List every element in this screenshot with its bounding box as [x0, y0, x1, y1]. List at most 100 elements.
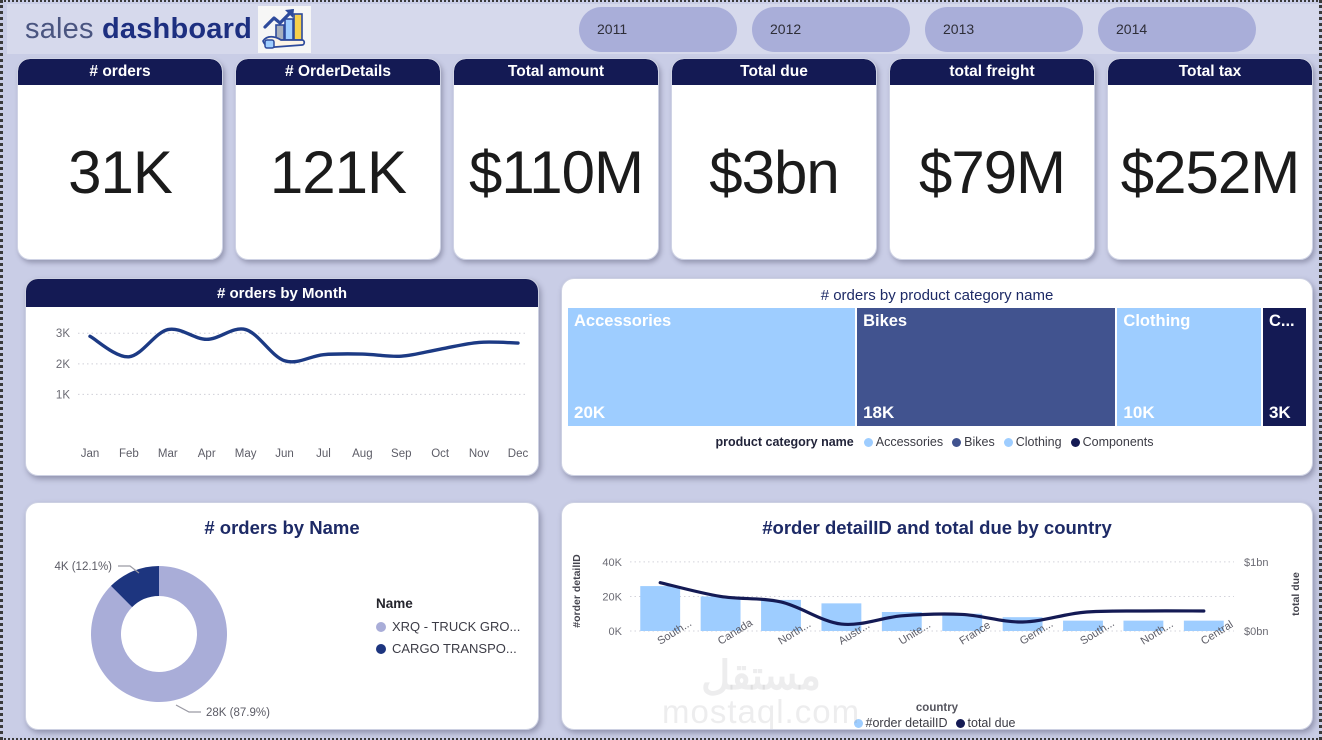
kpi-value: 121K — [269, 138, 407, 206]
legend-label: #order detailID — [865, 716, 948, 730]
legend-item-cargo[interactable]: CARGO TRANSPO... — [376, 641, 520, 656]
chart-orderdetail-and-totaldue-by-country[interactable]: #order detailID and total due by country… — [561, 502, 1313, 730]
svg-text:0K: 0K — [609, 626, 623, 638]
kpi-card-total-amount[interactable]: Total amount $110M — [453, 58, 659, 260]
chart-orders-by-name[interactable]: # orders by Name 28K (87.9%) 4K (12.1%) N… — [25, 502, 539, 730]
svg-text:#order detailID: #order detailID — [571, 554, 583, 628]
legend-swatch — [955, 718, 965, 728]
chart-title: # orders by product category name — [820, 287, 1054, 304]
svg-text:Oct: Oct — [431, 448, 450, 460]
kpi-title: Total tax — [1108, 59, 1312, 85]
legend-item-components[interactable]: Components — [1070, 435, 1153, 449]
legend-item-order-detailid[interactable]: #order detailID — [853, 716, 948, 730]
svg-text:Feb: Feb — [119, 448, 139, 460]
kpi-card-orders[interactable]: # orders 31K — [17, 58, 223, 260]
kpi-value: 31K — [68, 138, 173, 206]
year-slicer-2011[interactable]: 2011 — [579, 6, 738, 52]
bar[interactable] — [700, 596, 741, 631]
chart-growth-hand-icon — [258, 5, 312, 53]
svg-text:40K: 40K — [602, 557, 622, 569]
chart-orders-by-category[interactable]: # orders by product category name Access… — [561, 278, 1313, 476]
line-series — [658, 581, 1206, 627]
treemap-tile-clothing[interactable]: Clothing 10K — [1117, 308, 1261, 426]
svg-text:Jun: Jun — [275, 448, 294, 460]
legend-item-accessories[interactable]: Accessories — [863, 435, 944, 449]
bar[interactable] — [1123, 620, 1164, 631]
legend-item-bikes[interactable]: Bikes — [952, 435, 995, 449]
legend-swatch — [376, 621, 386, 632]
svg-text:Dec: Dec — [508, 448, 529, 460]
treemap-tile-bikes[interactable]: Bikes 18K — [857, 308, 1116, 426]
legend-swatch — [1070, 437, 1080, 447]
svg-text:$0bn: $0bn — [1244, 626, 1268, 638]
treemap-legend: product category name Accessories Bikes … — [568, 435, 1306, 449]
combo-chart-canvas: 40K 20K 0K $1bn $0bn #order detailID total due… — [571, 554, 1302, 648]
treemap-tile-components[interactable]: C... 3K — [1262, 308, 1307, 426]
tile-value: 20K — [574, 403, 606, 422]
year-slicer-2013[interactable]: 2013 — [925, 6, 1084, 52]
donut-slice[interactable] — [110, 566, 159, 608]
legend-title: product category name — [715, 435, 854, 449]
bar[interactable] — [821, 603, 862, 631]
donut-slice[interactable] — [91, 566, 227, 702]
legend-swatch — [863, 437, 873, 447]
chart-title: #order detailID and total due by country — [762, 517, 1112, 538]
brand: sales dashboard — [25, 5, 312, 53]
svg-text:Jul: Jul — [316, 448, 331, 460]
chart-orders-by-month[interactable]: # orders by Month 3K 2K 1K Jan Feb Mar Apr May J… — [25, 278, 539, 476]
legend-label: Clothing — [1015, 435, 1062, 449]
page-title: sales dashboard — [25, 13, 252, 46]
kpi-card-row: # orders 31K # OrderDetails 121K Total a… — [17, 58, 1313, 260]
legend-title: Name — [376, 596, 413, 611]
svg-text:Aug: Aug — [352, 448, 372, 460]
kpi-title: Total due — [672, 59, 876, 85]
kpi-value: $252M — [1120, 138, 1300, 206]
year-slicer-2012[interactable]: 2012 — [752, 6, 911, 52]
treemap-tiles: Accessories 20K Bikes 18K Clothing 10K C... 3K — [568, 308, 1307, 426]
svg-text:1K: 1K — [56, 389, 70, 401]
kpi-card-total-tax[interactable]: Total tax $252M — [1107, 58, 1313, 260]
year-slicer-group: 2011 2012 2013 2014 — [579, 6, 1257, 52]
tile-label: Bikes — [863, 312, 908, 330]
kpi-value: $110M — [468, 138, 644, 206]
kpi-card-total-due[interactable]: Total due $3bn — [671, 58, 877, 260]
page-title-light: sales — [25, 12, 102, 45]
bar[interactable] — [640, 586, 681, 631]
donut-data-label: 4K (12.1%) — [54, 561, 112, 573]
svg-text:$1bn: $1bn — [1244, 557, 1268, 569]
year-slicer-2014[interactable]: 2014 — [1098, 6, 1257, 52]
svg-text:Mar: Mar — [158, 448, 178, 460]
donut-chart-canvas: 28K (87.9%) 4K (12.1%) — [54, 561, 270, 719]
legend-item-xrq[interactable]: XRQ - TRUCK GRO... — [376, 619, 520, 634]
kpi-value: $79M — [918, 138, 1066, 206]
svg-text:May: May — [235, 448, 257, 460]
line-chart-canvas: 3K 2K 1K Jan Feb Mar Apr May Jun Jul Aug Sep Oct Nov D… — [56, 327, 529, 460]
tile-label: Clothing — [1123, 312, 1191, 330]
legend-label: Accessories — [875, 435, 944, 449]
svg-text:3K: 3K — [56, 328, 70, 340]
tile-label: C... — [1268, 312, 1295, 330]
svg-text:Sep: Sep — [391, 448, 411, 460]
kpi-card-orderdetails[interactable]: # OrderDetails 121K — [235, 58, 441, 260]
kpi-title: # OrderDetails — [236, 59, 440, 85]
legend-item-total-due[interactable]: total due — [955, 716, 1015, 729]
chart-title: # orders by Month — [26, 279, 538, 307]
x-axis-title: country — [915, 702, 959, 714]
bar[interactable] — [1183, 620, 1224, 631]
tile-value: 10K — [1123, 403, 1155, 422]
treemap-tile-accessories[interactable]: Accessories 20K — [568, 308, 856, 426]
donut-legend: Name XRQ - TRUCK GRO... CARGO TRANSPO... — [376, 596, 520, 663]
legend-label: CARGO TRANSPO... — [392, 641, 517, 656]
legend-item-clothing[interactable]: Clothing — [1003, 435, 1062, 449]
bar[interactable] — [1063, 620, 1103, 631]
svg-text:2K: 2K — [56, 359, 70, 371]
chart-title: # orders by Name — [204, 517, 360, 538]
kpi-card-total-freight[interactable]: total freight $79M — [889, 58, 1095, 260]
bar[interactable] — [942, 613, 983, 631]
svg-text:Apr: Apr — [198, 448, 216, 460]
treemap-area: Accessories 20K Bikes 18K Clothing 10K C... 3K … — [562, 304, 1312, 449]
legend-swatch — [952, 437, 962, 447]
dashboard-header: sales dashboard 2011 2012 2013 2014 — [7, 4, 1319, 54]
tile-value: 18K — [863, 403, 895, 422]
